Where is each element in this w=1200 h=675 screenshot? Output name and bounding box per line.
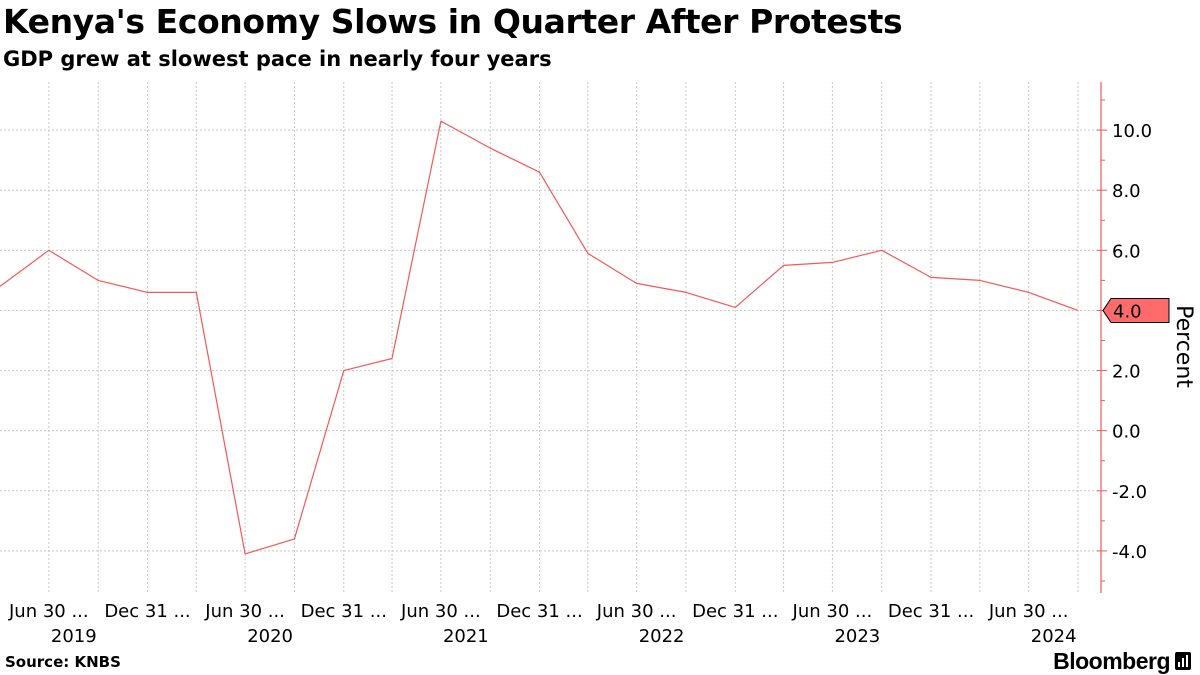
x-year-label: 2019	[51, 626, 97, 647]
x-year-label: 2024	[1031, 626, 1077, 647]
series	[0, 120, 1079, 555]
x-tick-label: Dec 31 ...	[301, 601, 387, 622]
last-value-label: 4.0	[1113, 301, 1142, 322]
x-tick-label: Jun 30 ...	[988, 601, 1069, 622]
chart-subtitle: GDP grew at slowest pace in nearly four …	[3, 47, 552, 71]
y-tick-label: -2.0	[1112, 482, 1147, 503]
x-year-label: 2023	[834, 626, 880, 647]
x-tick-label: Dec 31 ...	[104, 601, 190, 622]
x-tick-label: Dec 31 ...	[692, 601, 778, 622]
y-axis: -4.0 -2.0 0.0 2.0 6.0 8.0 10.0 Percent 4.0	[1097, 82, 1196, 593]
x-tick-label: Dec 31 ...	[496, 601, 582, 622]
x-tick-label: Dec 31 ...	[888, 601, 974, 622]
source-note: Source: KNBS	[5, 653, 121, 671]
x-year-label: 2020	[247, 626, 293, 647]
x-year-label: 2022	[639, 626, 685, 647]
x-tick-label: Jun 30 ...	[400, 601, 481, 622]
y-tick-label: -4.0	[1112, 542, 1147, 563]
y-tick-label: 6.0	[1112, 241, 1141, 262]
chart-title: Kenya's Economy Slows in Quarter After P…	[3, 2, 903, 41]
grid	[0, 82, 1101, 593]
x-tick-label: Jun 30 ...	[792, 601, 873, 622]
bloomberg-terminal-icon	[1175, 652, 1191, 670]
y-tick-label: 2.0	[1112, 362, 1141, 383]
y-tick-label: 8.0	[1112, 181, 1141, 202]
x-axis: Jun 30 ... 2019 Dec 31 ... Jun 30 ... 2020 De…	[8, 601, 1077, 647]
y-axis-title: Percent	[1171, 305, 1196, 388]
x-year-label: 2021	[443, 626, 489, 647]
last-value-badge	[1102, 297, 1170, 323]
y-tick-label: 10.0	[1112, 121, 1152, 142]
x-tick-label: Jun 30 ...	[8, 601, 89, 622]
y-tick-label: 0.0	[1112, 422, 1141, 443]
x-tick-label: Jun 30 ...	[204, 601, 285, 622]
x-tick-label: Jun 30 ...	[596, 601, 677, 622]
series-line	[0, 120, 1079, 555]
bloomberg-logo: Bloomberg	[1053, 648, 1170, 674]
